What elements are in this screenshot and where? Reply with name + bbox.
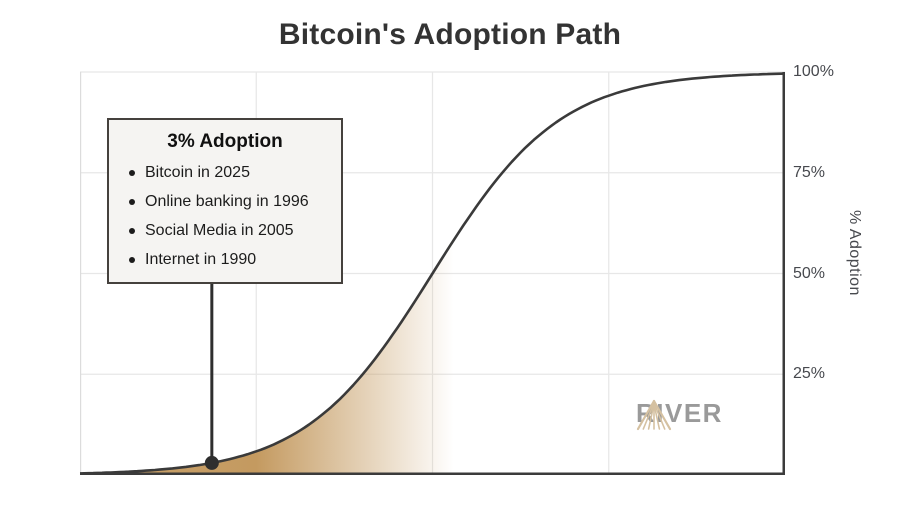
- y-tick-label: 25%: [793, 365, 826, 383]
- adoption-curve-plot: [79, 71, 786, 475]
- annotation-item: Internet in 1990: [127, 245, 331, 274]
- annotation-box: 3% Adoption Bitcoin in 2025 Online bankin…: [107, 118, 343, 284]
- y-axis-title: % Adoption: [846, 210, 863, 296]
- annotation-item: Bitcoin in 2025: [127, 158, 331, 187]
- river-logo-icon: [636, 399, 672, 431]
- y-tick-label: 50%: [793, 264, 826, 282]
- annotation-list: Bitcoin in 2025 Online banking in 1996 Soc…: [119, 158, 331, 274]
- annotation-item: Social Media in 2005: [127, 216, 331, 245]
- y-tick-label: 75%: [793, 163, 826, 181]
- annotation-title: 3% Adoption: [167, 131, 283, 152]
- river-watermark: RIVER: [636, 398, 723, 431]
- annotation-item: Online banking in 1996: [127, 187, 331, 216]
- adoption-curve: [79, 72, 786, 475]
- chart-title: Bitcoin's Adoption Path: [278, 18, 622, 51]
- plot-area: 3% Adoption Bitcoin in 2025 Online bankin…: [79, 71, 786, 475]
- three-percent-marker-dot: [204, 455, 219, 470]
- y-tick-label: 100%: [793, 63, 834, 80]
